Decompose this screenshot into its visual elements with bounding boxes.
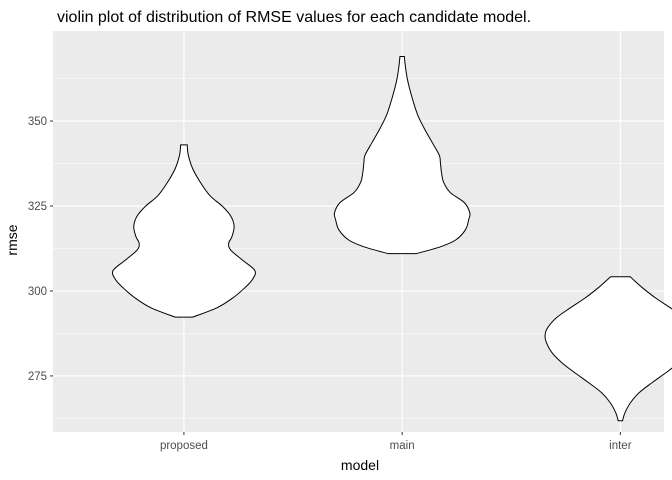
x-tick-label-proposed: proposed xyxy=(160,440,208,452)
violin-inter xyxy=(544,276,672,422)
x-axis-label: model xyxy=(341,457,379,473)
y-tick-label: 275 xyxy=(28,371,47,383)
chart-title: violin plot of distribution of RMSE valu… xyxy=(57,9,531,26)
x-tick-label-inter: inter xyxy=(609,440,632,452)
violin-proposed xyxy=(111,144,256,318)
y-tick-label: 350 xyxy=(28,116,47,128)
y-axis-label: rmse xyxy=(4,224,20,255)
violin-main xyxy=(333,55,471,255)
axis-ticks: 275 300 325 350 proposed main inter xyxy=(28,116,632,452)
y-tick-label: 325 xyxy=(28,201,47,213)
violins xyxy=(111,55,672,422)
y-tick-label: 300 xyxy=(28,286,47,298)
x-tick-label-main: main xyxy=(390,440,415,452)
